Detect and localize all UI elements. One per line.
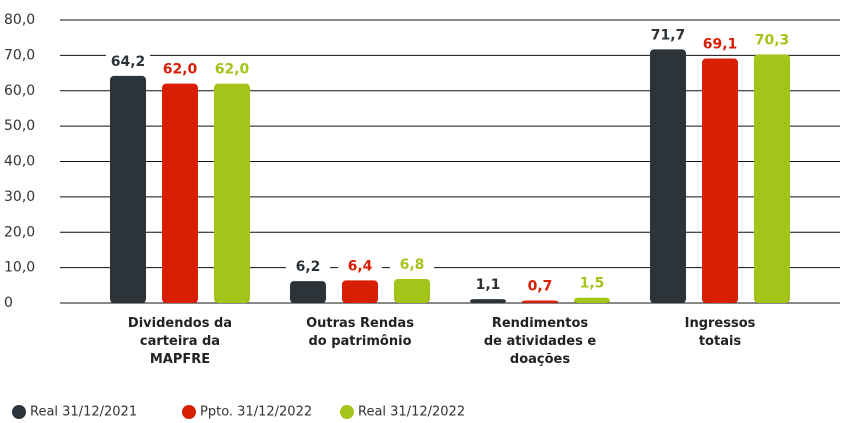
label-bg [338, 257, 382, 276]
value-label: 64,2 [111, 54, 146, 70]
legend-swatch [182, 405, 196, 419]
y-tick-label: 40,0 [4, 154, 35, 170]
bar [342, 280, 378, 303]
label-bg [518, 277, 562, 296]
legend-label: Real 31/12/2021 [30, 405, 137, 420]
bar [650, 49, 686, 303]
value-label: 1,5 [580, 276, 605, 292]
label-bg [390, 255, 434, 274]
bar [754, 54, 790, 303]
value-label: 70,3 [755, 32, 790, 48]
y-tick-label: 30,0 [4, 189, 35, 205]
value-label: 71,7 [651, 27, 686, 43]
legend-swatch [340, 405, 354, 419]
y-tick-label: 0 [4, 295, 13, 311]
x-tick-label: Rendimentos de atividades e doações [483, 316, 597, 367]
value-label: 6,4 [348, 258, 373, 274]
label-bg [466, 276, 510, 295]
bar [290, 281, 326, 303]
value-label: 0,7 [528, 279, 553, 295]
value-label: 62,0 [215, 62, 250, 78]
y-tick-label: 50,0 [4, 118, 35, 134]
label-bg [158, 60, 202, 79]
label-bg [210, 60, 254, 79]
y-tick-label: 70,0 [4, 47, 35, 63]
y-tick-label: 10,0 [4, 260, 35, 276]
bar [394, 278, 430, 303]
x-tick-label: Dividendos da carteira da MAPFRE [127, 316, 233, 367]
label-bg [698, 35, 742, 54]
bar [110, 75, 146, 303]
label-bg [750, 31, 794, 50]
legend-swatch [12, 405, 26, 419]
label-bg [106, 52, 150, 71]
bar [702, 58, 738, 304]
x-tick-label: Outras Rendas do patrimônio [306, 316, 414, 349]
x-tick-label: Ingressos totais [684, 316, 756, 349]
bar [214, 83, 250, 303]
label-bg [570, 274, 614, 293]
value-label: 62,0 [163, 62, 198, 78]
value-label: 69,1 [703, 37, 738, 53]
bar [574, 297, 610, 303]
label-bg [286, 258, 330, 277]
y-tick-label: 20,0 [4, 224, 35, 240]
legend-label: Ppto. 31/12/2022 [200, 405, 312, 420]
label-bg [646, 26, 690, 45]
y-tick-label: 60,0 [4, 83, 35, 99]
y-tick-label: 80,0 [4, 12, 35, 28]
value-label: 1,1 [476, 277, 501, 293]
value-label: 6,8 [400, 257, 425, 273]
bar [162, 83, 198, 303]
bar [522, 300, 558, 303]
value-label: 6,2 [296, 259, 321, 275]
legend-label: Real 31/12/2022 [358, 405, 465, 420]
bar [470, 299, 506, 303]
